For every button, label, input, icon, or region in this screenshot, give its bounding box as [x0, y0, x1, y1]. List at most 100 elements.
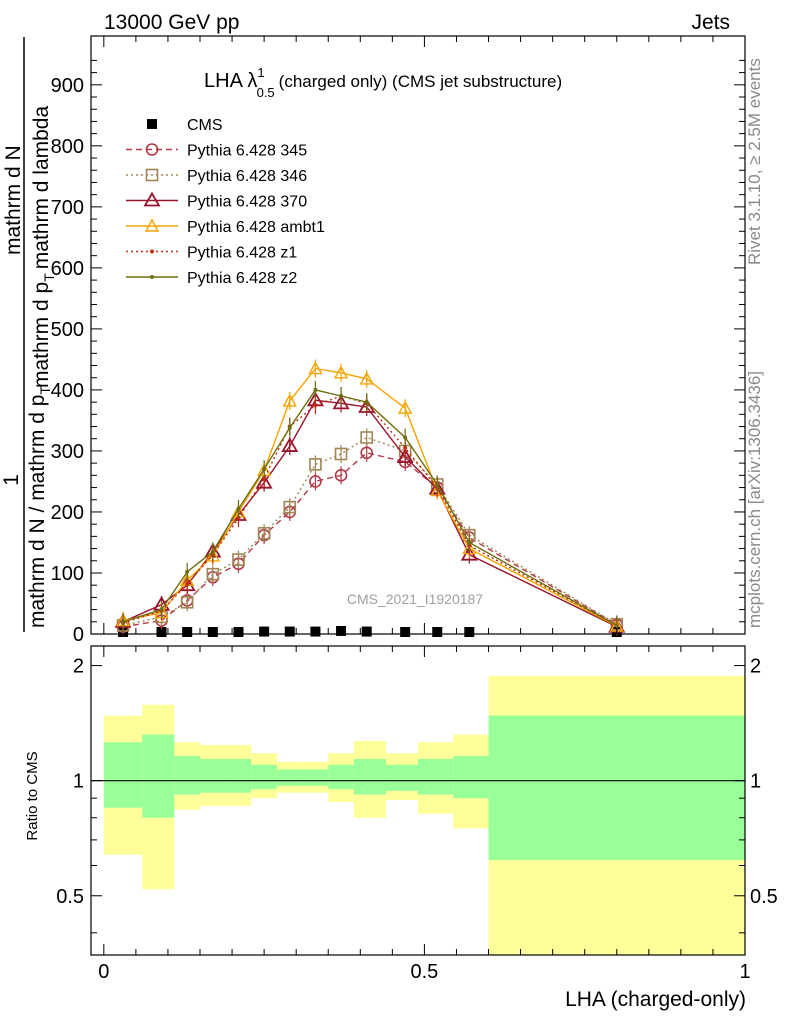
series-4-point-9 [359, 371, 374, 385]
series-5-point-7 [313, 403, 318, 408]
ratio-band-inner-1 [142, 734, 175, 818]
series-6-point-0 [121, 619, 126, 624]
series-6-point-10 [403, 435, 408, 440]
panel-frame-1 [90, 645, 746, 956]
ratio-band-inner-10 [385, 764, 418, 791]
energy-label: 13000 GeV pp [104, 11, 239, 34]
series-3-point-8 [332, 394, 350, 410]
panel-frame-0 [90, 35, 746, 635]
ratio-band-inner-4 [225, 758, 252, 793]
ratio-band-inner-7 [302, 769, 329, 786]
ratio-ytick-label-left-2: 2 [73, 656, 84, 678]
mcplots-label: mcplots.cern.ch [arXiv:1306.3436] [745, 371, 764, 628]
series-0-point-7 [310, 626, 321, 637]
series-5-point-4 [236, 516, 241, 521]
main-ytick-label-0: 0 [73, 624, 84, 646]
ratio-band-inner-6 [276, 769, 303, 786]
series-5-point-10 [403, 445, 408, 450]
series-3-point-10 [396, 448, 414, 463]
series-2-point-4 [232, 553, 245, 566]
title-superscript: 1 [257, 65, 264, 80]
series-0-point-8 [336, 625, 347, 636]
legend-marker-0 [147, 119, 157, 129]
plot-title: LHA λ1 0.5 (charged only) (CMS jet substru… [204, 65, 562, 100]
legend-marker-4 [144, 218, 160, 232]
legend-marker-3 [143, 191, 161, 207]
series-6-point-13 [614, 623, 619, 628]
series-2-point-9 [360, 431, 374, 444]
ratio-ytick-label-right-0.5: 0.5 [750, 886, 778, 908]
legend-marker-5 [150, 249, 154, 254]
legend-marker-6 [150, 275, 154, 279]
legend-marker-1 [145, 143, 159, 156]
series-6-point-2 [185, 569, 190, 574]
series-5-point-5 [262, 476, 267, 481]
series-2-point-5 [257, 527, 271, 540]
series-0-point-2 [182, 627, 193, 637]
ratio-ytick-label-left-1: 1 [73, 771, 84, 793]
series-0-point-4 [233, 627, 244, 637]
legend-label-4: Pythia 6.428 ambt1 [187, 219, 325, 236]
main-ytick-label-300: 300 [51, 441, 84, 463]
series-1-point-9 [360, 446, 374, 460]
ratio-ytick-label-right-2: 2 [750, 656, 761, 678]
legend-label-5: Pythia 6.428 z1 [187, 245, 297, 262]
series-6 [121, 380, 619, 635]
legend-label-3: Pythia 6.428 370 [187, 194, 307, 211]
series-2-point-7 [309, 458, 322, 471]
ratio-band-inner-9 [353, 758, 386, 795]
ratio-band-inner-2 [174, 756, 200, 795]
ratio-bands [91, 675, 745, 955]
ratio-ytick-label-left-0.5: 0.5 [56, 886, 84, 908]
ylabel-denominator-text: mathrm d N / mathrm d p [26, 395, 49, 628]
series-line-2 [122, 436, 618, 627]
series-4-point-6 [282, 393, 297, 407]
axes: 0 100 200 300 400 500 600 700 800 900 0.5 0.5 1 1 2 2 0 0… [51, 35, 778, 983]
title-main: LHA λ [204, 70, 257, 92]
series-6-point-7 [313, 387, 318, 392]
ratio-band-inner-5 [251, 764, 277, 790]
ylabel-dpt: mathrm d p [30, 282, 53, 388]
series-3-point-6 [281, 437, 299, 452]
series-2-point-3 [206, 567, 220, 581]
main-ytick-label-200: 200 [51, 502, 84, 524]
main-ytick-label-800: 800 [51, 136, 84, 158]
main-ytick-label-600: 600 [51, 258, 84, 280]
series-6-point-5 [262, 467, 267, 472]
legend-label-1: Pythia 6.428 345 [187, 143, 307, 160]
series-0-point-1 [156, 627, 167, 637]
main-ytick-label-900: 900 [51, 75, 84, 97]
ratio-ytick-label-right-1: 1 [750, 771, 761, 793]
xtick-label-0.5: 0.5 [411, 961, 439, 983]
series-line-3 [122, 399, 618, 628]
ylabel-numerator-2: mathrm d pTmathrm d lambda [30, 106, 57, 388]
series-1-point-8 [334, 469, 348, 482]
ylabel-dpt-sub: T [41, 273, 57, 282]
ratio-band-inner-3 [200, 758, 226, 793]
process-label: Jets [691, 11, 730, 34]
main-ylabel: 1 mathrm d N / mathrm d pT mathrm d N ma… [0, 37, 57, 632]
xtick-label-0: 0 [98, 961, 109, 983]
rivet-version-label: Rivet 3.1.10, ≥ 2.5M events [745, 58, 764, 265]
legend: CMS Pythia 6.428 345 Pythia 6.428 346 Pythi… [126, 117, 325, 287]
series-4-point-7 [308, 361, 323, 375]
legend-label-2: Pythia 6.428 346 [187, 168, 307, 185]
series-4-point-10 [397, 400, 413, 414]
series-3-point-5 [255, 473, 273, 489]
series-2-point-2 [180, 595, 194, 609]
series-line-6 [122, 389, 618, 627]
series-2-point-8 [334, 447, 348, 461]
series-0-point-12 [464, 627, 475, 637]
x-axis-label: LHA (charged-only) [565, 988, 746, 1011]
ylabel-numerator: mathrm d N [2, 145, 25, 255]
legend-label-0: CMS [187, 117, 223, 134]
series-0-point-10 [400, 627, 411, 637]
series-0-point-6 [284, 626, 295, 637]
series-6-point-1 [159, 607, 164, 612]
series-6-point-4 [236, 506, 241, 511]
series-1-point-7 [309, 475, 322, 488]
series-2-point-6 [283, 500, 297, 514]
xtick-label-1: 1 [739, 961, 750, 983]
ratio-ylabel: Ratio to CMS [24, 751, 41, 840]
